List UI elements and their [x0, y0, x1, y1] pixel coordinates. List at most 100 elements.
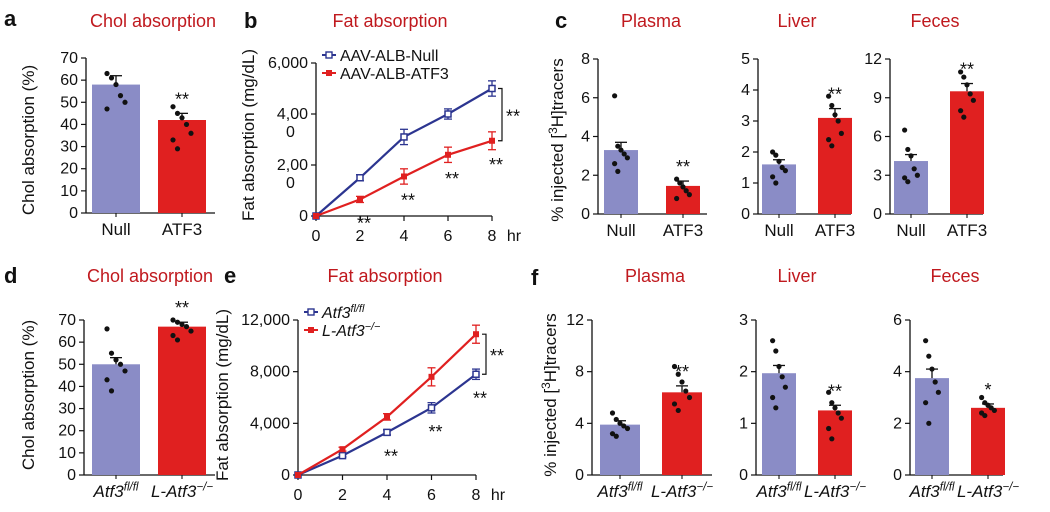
data-point	[472, 370, 480, 378]
data-point	[782, 168, 788, 174]
data-point	[174, 319, 181, 325]
bar-1	[662, 392, 702, 475]
y-tick-label: 0	[893, 467, 902, 484]
data-point	[188, 130, 194, 136]
data-point	[473, 331, 479, 338]
x-tick-label: 2	[356, 228, 365, 245]
data-point	[961, 74, 967, 80]
y-tick-label: 8	[575, 364, 584, 381]
y-tick-label: 0	[581, 206, 590, 223]
bar-0	[762, 164, 796, 214]
data-point	[108, 350, 115, 356]
data-point	[612, 93, 618, 99]
y-tick-label: 0	[873, 206, 882, 223]
data-point	[444, 110, 452, 118]
y-tick-label: 20	[58, 423, 76, 440]
data-point	[902, 127, 908, 133]
data-point	[770, 174, 776, 180]
panel-letter: a	[4, 6, 17, 31]
data-point	[339, 446, 346, 453]
data-point	[489, 137, 495, 144]
y-tick-label: 40	[58, 378, 76, 395]
bar-0	[92, 364, 140, 475]
data-point	[926, 420, 932, 426]
data-point	[170, 332, 176, 339]
panel-e: e Fat absorption 0 4,000 8,000 12,000 0 2 4 6 8 hr *…	[224, 263, 506, 504]
significance-label: **	[828, 85, 842, 105]
data-point	[313, 213, 319, 219]
data-point	[357, 196, 363, 203]
y-tick-label: 1	[739, 415, 748, 432]
y-tick-label: 5	[741, 51, 750, 68]
y-tick-label: 0	[286, 124, 295, 141]
x-tick-label: 6	[444, 228, 453, 245]
panel-title: Chol absorption	[87, 266, 213, 286]
panel-title: Plasma	[625, 266, 686, 286]
data-point	[773, 180, 779, 186]
data-point	[935, 389, 941, 395]
y-tick-label: 8,000	[250, 364, 290, 381]
significance-bracket	[482, 333, 487, 375]
significance-label: **	[357, 213, 371, 233]
data-point	[401, 173, 407, 180]
x-tick-label: L-Atf3−/−	[151, 482, 213, 501]
x-tick-label: 0	[294, 487, 303, 504]
data-point	[675, 407, 681, 414]
y-tick-label: 4	[581, 129, 590, 146]
significance-label: *	[984, 380, 991, 400]
data-point	[835, 118, 841, 124]
y-tick-label: 4	[575, 415, 584, 432]
data-point	[932, 379, 938, 385]
data-point	[621, 423, 627, 429]
y-tick-label: 8	[581, 51, 590, 68]
data-point	[770, 338, 776, 344]
data-point	[686, 394, 693, 401]
bar-1	[158, 120, 206, 213]
y-tick-label: 50	[60, 94, 78, 111]
data-point	[356, 174, 364, 182]
data-point	[618, 147, 624, 153]
bar-0	[894, 161, 928, 214]
bar-0	[600, 424, 640, 475]
data-point	[174, 146, 181, 152]
significance-label: **	[175, 298, 189, 318]
data-point	[779, 374, 785, 380]
x-tick-label: Null	[606, 221, 635, 240]
data-point	[122, 368, 128, 374]
x-tick-label: ATF3	[162, 220, 202, 239]
data-point	[174, 337, 181, 343]
x-tick-label: 2	[338, 487, 347, 504]
data-point	[174, 110, 181, 116]
y-tick-label: 30	[60, 139, 78, 156]
x-unit-label: hr	[507, 228, 522, 245]
data-point	[624, 155, 630, 161]
legend-marker	[326, 70, 332, 76]
data-point	[108, 75, 115, 81]
significance-label: **	[384, 446, 398, 466]
y-tick-label: 70	[60, 50, 78, 67]
y-tick-label: 6	[873, 129, 882, 146]
data-point	[826, 137, 832, 143]
panel-title: Plasma	[621, 11, 682, 31]
significance-label: **	[960, 60, 974, 80]
y-tick-label: 0	[739, 467, 748, 484]
significance-label: **	[473, 388, 487, 408]
y-axis-label: Chol absorption (%)	[19, 320, 38, 470]
data-point	[902, 175, 908, 181]
data-point	[612, 161, 618, 167]
data-point	[108, 388, 115, 394]
data-point	[982, 412, 988, 419]
y-tick-label: 0	[67, 467, 76, 484]
bar-0	[915, 378, 949, 475]
data-point	[104, 377, 110, 383]
panel-a: a Chol absorption 0 10 20 30 40 50 60 70 Null ** ATF…	[4, 6, 216, 239]
y-tick-label: 4	[741, 82, 750, 99]
x-tick-label: L-Atf3−/−	[957, 482, 1019, 501]
data-point	[905, 146, 911, 153]
data-point	[779, 164, 785, 171]
bar-1	[818, 410, 852, 475]
y-tick-label: 0	[69, 205, 78, 222]
data-point	[829, 436, 835, 442]
significance-label: **	[428, 422, 442, 442]
